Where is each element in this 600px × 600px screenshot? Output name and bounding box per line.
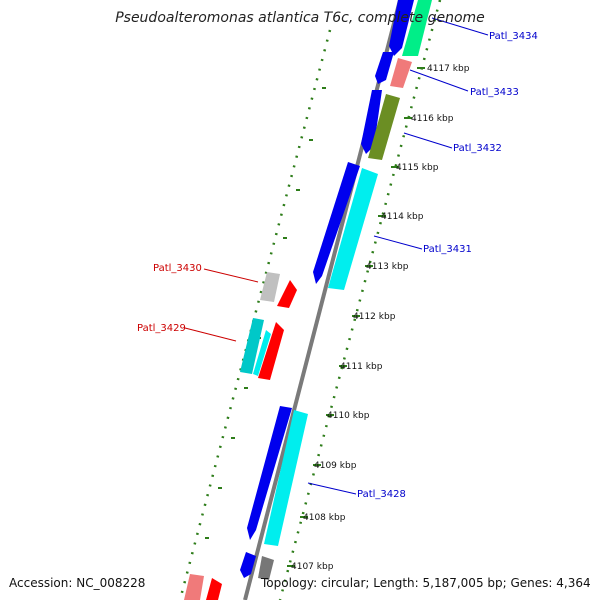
tick-label-4107: 4107 kbp	[291, 562, 334, 572]
page-title: Pseudoalteromonas atlantica T6c, complet…	[115, 10, 485, 26]
label-connectors	[184, 17, 489, 495]
gene-olive-3432[interactable]	[368, 94, 400, 160]
connector-3428	[307, 482, 357, 495]
gene-label-patl-3431[interactable]: Patl_3431	[423, 244, 472, 255]
connector-3432	[403, 132, 453, 149]
gene-red-3429[interactable]	[258, 322, 284, 380]
tick-label-4115: 4115 kbp	[396, 163, 439, 173]
gene-blue-3431[interactable]	[313, 162, 360, 284]
gene-blue-3432[interactable]	[361, 90, 382, 154]
gene-label-patl-3429[interactable]: Patl_3429	[137, 323, 186, 334]
gene-label-patl-3430[interactable]: Patl_3430	[153, 263, 202, 274]
outer-dotted-guide	[278, 0, 442, 600]
accession-text: Accession: NC_008228	[9, 576, 145, 590]
gene-gray-3430[interactable]	[260, 272, 280, 302]
gene-blue-3428[interactable]	[247, 406, 292, 540]
gene-cyan-3431[interactable]	[328, 168, 378, 290]
tick-label-4110: 4110 kbp	[327, 411, 370, 421]
gene-teal-3429b[interactable]	[253, 330, 271, 376]
tick-label-4111: 4111 kbp	[340, 362, 383, 372]
tick-label-4116: 4116 kbp	[411, 114, 454, 124]
connector-3431	[373, 235, 423, 250]
tick-labels: 4117 kbp 4116 kbp 4115 kbp 4114 kbp 4113…	[291, 64, 470, 572]
tick-marks	[287, 67, 425, 567]
gene-label-patl-3432[interactable]: Patl_3432	[453, 143, 502, 154]
gene-blue-bottom[interactable]	[240, 552, 256, 578]
inner-dotted-guide	[178, 29, 332, 600]
gene-label-patl-3433[interactable]: Patl_3433	[470, 87, 519, 98]
tick-label-4117: 4117 kbp	[427, 64, 470, 74]
topology-text: Topology: circular; Length: 5,187,005 bp…	[260, 576, 591, 590]
gene-green-3434[interactable]	[402, 0, 432, 56]
gene-red-bottom[interactable]	[206, 578, 222, 600]
connector-3429	[184, 327, 237, 342]
gene-blue-top[interactable]	[389, 0, 414, 56]
tick-label-4112: 4112 kbp	[353, 312, 396, 322]
gene-red-3430[interactable]	[277, 280, 297, 308]
gene-teal-3429a[interactable]	[240, 318, 264, 374]
tick-label-4113: 4113 kbp	[366, 262, 409, 272]
connector-3430	[203, 268, 259, 283]
connector-3433	[409, 69, 469, 92]
tick-label-4109: 4109 kbp	[314, 461, 357, 471]
connector-3434	[431, 17, 489, 36]
gene-cyan-3428[interactable]	[264, 410, 308, 546]
gene-label-patl-3428[interactable]: Patl_3428	[357, 489, 406, 500]
gene-blue-3433a[interactable]	[375, 52, 394, 84]
gene-label-patl-3434[interactable]: Patl_3434	[489, 31, 538, 42]
gene-pink-bottom[interactable]	[184, 574, 204, 600]
gene-labels: Patl_3434 Patl_3433 Patl_3432 Patl_3431 …	[137, 31, 538, 500]
gene-pink-3433[interactable]	[390, 58, 412, 88]
tick-label-4114: 4114 kbp	[381, 212, 424, 222]
gene-darkgray-bottom[interactable]	[258, 556, 274, 580]
tick-label-4108: 4108 kbp	[303, 513, 346, 523]
